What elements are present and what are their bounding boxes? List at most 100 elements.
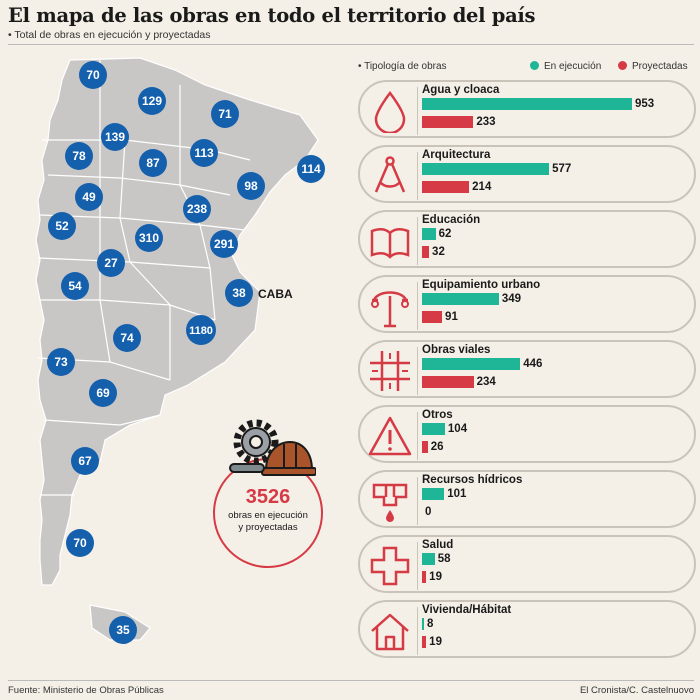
footer-divider (8, 680, 694, 681)
bar-en-ejecucion (422, 358, 521, 370)
water-drop-icon (374, 90, 406, 133)
category-card: Educación 62 32 (358, 210, 696, 268)
badge-value: 129 (142, 94, 162, 108)
card-divider (417, 152, 418, 200)
category-label: Recursos hídricos (422, 474, 523, 486)
card-divider (417, 87, 418, 135)
badge-value: 78 (72, 149, 86, 163)
badge-la-rioja: 49 (75, 183, 103, 211)
legend-dot-proj (618, 61, 627, 70)
badge-value: 74 (120, 331, 134, 345)
bar-proyectadas (422, 246, 430, 258)
header-divider (8, 44, 694, 45)
value-proyectadas: 19 (429, 636, 442, 648)
badge-mendoza: 54 (61, 272, 89, 300)
badge-value: 49 (82, 190, 96, 204)
legend-dot-exec (530, 61, 539, 70)
bar-proyectadas (422, 441, 428, 453)
bar-en-ejecucion (422, 163, 550, 175)
bar-en-ejecucion (422, 423, 445, 435)
gear-and-hardhat-icon (229, 419, 316, 476)
bar-en-ejecucion (422, 98, 632, 110)
badge-rio-negro: 69 (89, 379, 117, 407)
badge-value: 70 (73, 536, 87, 550)
badge-buenos-aires: 1180 (186, 315, 216, 345)
badge-tierra-del-fuego: 35 (109, 616, 137, 644)
value-en-ejecucion: 349 (501, 293, 522, 305)
water-tap-icon (372, 483, 408, 522)
footer-source: Fuente: Ministerio de Obras Públicas (8, 685, 164, 696)
badge-santa-cruz: 70 (66, 529, 94, 557)
value-proyectadas: 19 (429, 571, 442, 583)
bar-en-ejecucion (422, 293, 499, 305)
value-proyectadas: 214 (472, 181, 492, 193)
bar-en-ejecucion (422, 553, 435, 565)
legend-proj-label: Proyectadas (632, 61, 688, 72)
bar-en-ejecucion (422, 488, 445, 500)
argentina-map: 70 129 71 139 78 87 113 114 98 49 238 52… (35, 57, 325, 644)
badge-chubut: 67 (71, 447, 99, 475)
value-en-ejecucion: 577 (552, 163, 572, 175)
bar-en-ejecucion (422, 228, 436, 240)
card-divider (417, 412, 418, 460)
value-en-ejecucion: 62 (438, 228, 452, 240)
category-card: Salud 58 19 (358, 535, 696, 593)
value-proyectadas: 91 (445, 311, 458, 323)
badge-san-luis: 27 (97, 249, 125, 277)
province-badges: 70 129 71 139 78 87 113 114 98 49 238 52… (47, 61, 325, 644)
badge-catamarca: 78 (65, 142, 93, 170)
category-label: Vivienda/Hábitat (422, 604, 512, 616)
total-caption-line-1: obras en ejecución (228, 510, 308, 521)
value-en-ejecucion: 953 (635, 98, 655, 110)
value-en-ejecucion: 446 (523, 358, 543, 370)
card-divider (417, 282, 418, 330)
category-card: Arquitectura 577 214 (358, 145, 696, 203)
badge-value: 238 (187, 202, 207, 216)
category-label: Educación (422, 214, 481, 226)
badge-formosa: 71 (211, 100, 239, 128)
category-card: Agua y cloaca 953 233 (358, 80, 696, 138)
value-proyectadas: 32 (432, 246, 445, 258)
street-lamp-icon (371, 291, 409, 328)
bar-proyectadas (422, 571, 427, 583)
badge-tucuman: 139 (101, 123, 129, 151)
badge-value: 113 (194, 146, 214, 160)
category-card: Obras viales 446 234 (358, 340, 696, 398)
badge-value: 69 (96, 386, 110, 400)
badge-value: 70 (86, 68, 100, 82)
badge-value: 67 (78, 454, 92, 468)
badge-value: 98 (244, 179, 258, 193)
compass-icon (374, 156, 406, 193)
category-label: Equipamiento urbano (422, 279, 541, 291)
value-en-ejecucion: 101 (447, 488, 467, 500)
category-card: Vivienda/Hábitat 8 19 (358, 600, 696, 658)
value-proyectadas: 234 (476, 376, 496, 388)
bar-proyectadas (422, 636, 427, 648)
legend-title: • Tipología de obras (358, 61, 447, 72)
warning-icon (368, 416, 412, 456)
badge-la-pampa: 74 (113, 324, 141, 352)
badge-entre-rios: 291 (210, 230, 238, 258)
badge-neuquen: 73 (47, 348, 75, 376)
card-divider (417, 477, 418, 525)
badge-value: 35 (116, 623, 130, 637)
badge-chaco: 113 (190, 139, 218, 167)
book-icon (370, 228, 410, 259)
road-crossing-icon (370, 351, 410, 391)
badge-value: 291 (214, 237, 234, 251)
card-divider (417, 217, 418, 265)
badge-value: 52 (55, 219, 69, 233)
value-proyectadas: 26 (430, 441, 444, 453)
badge-value: 27 (104, 256, 118, 270)
badge-value: 87 (146, 156, 160, 170)
category-card: Equipamiento urbano 349 91 (358, 275, 696, 333)
legend-proyectadas: Proyectadas (618, 61, 688, 72)
category-label: Otros (422, 409, 453, 421)
bar-proyectadas (422, 181, 470, 193)
category-label: Agua y cloaca (422, 84, 500, 96)
badge-value: 310 (139, 231, 159, 245)
badge-value: 139 (105, 130, 125, 144)
page-subtitle: • Total de obras en ejecución y proyecta… (8, 29, 211, 41)
badge-cordoba: 310 (135, 224, 163, 252)
badge-value: 38 (232, 286, 246, 300)
